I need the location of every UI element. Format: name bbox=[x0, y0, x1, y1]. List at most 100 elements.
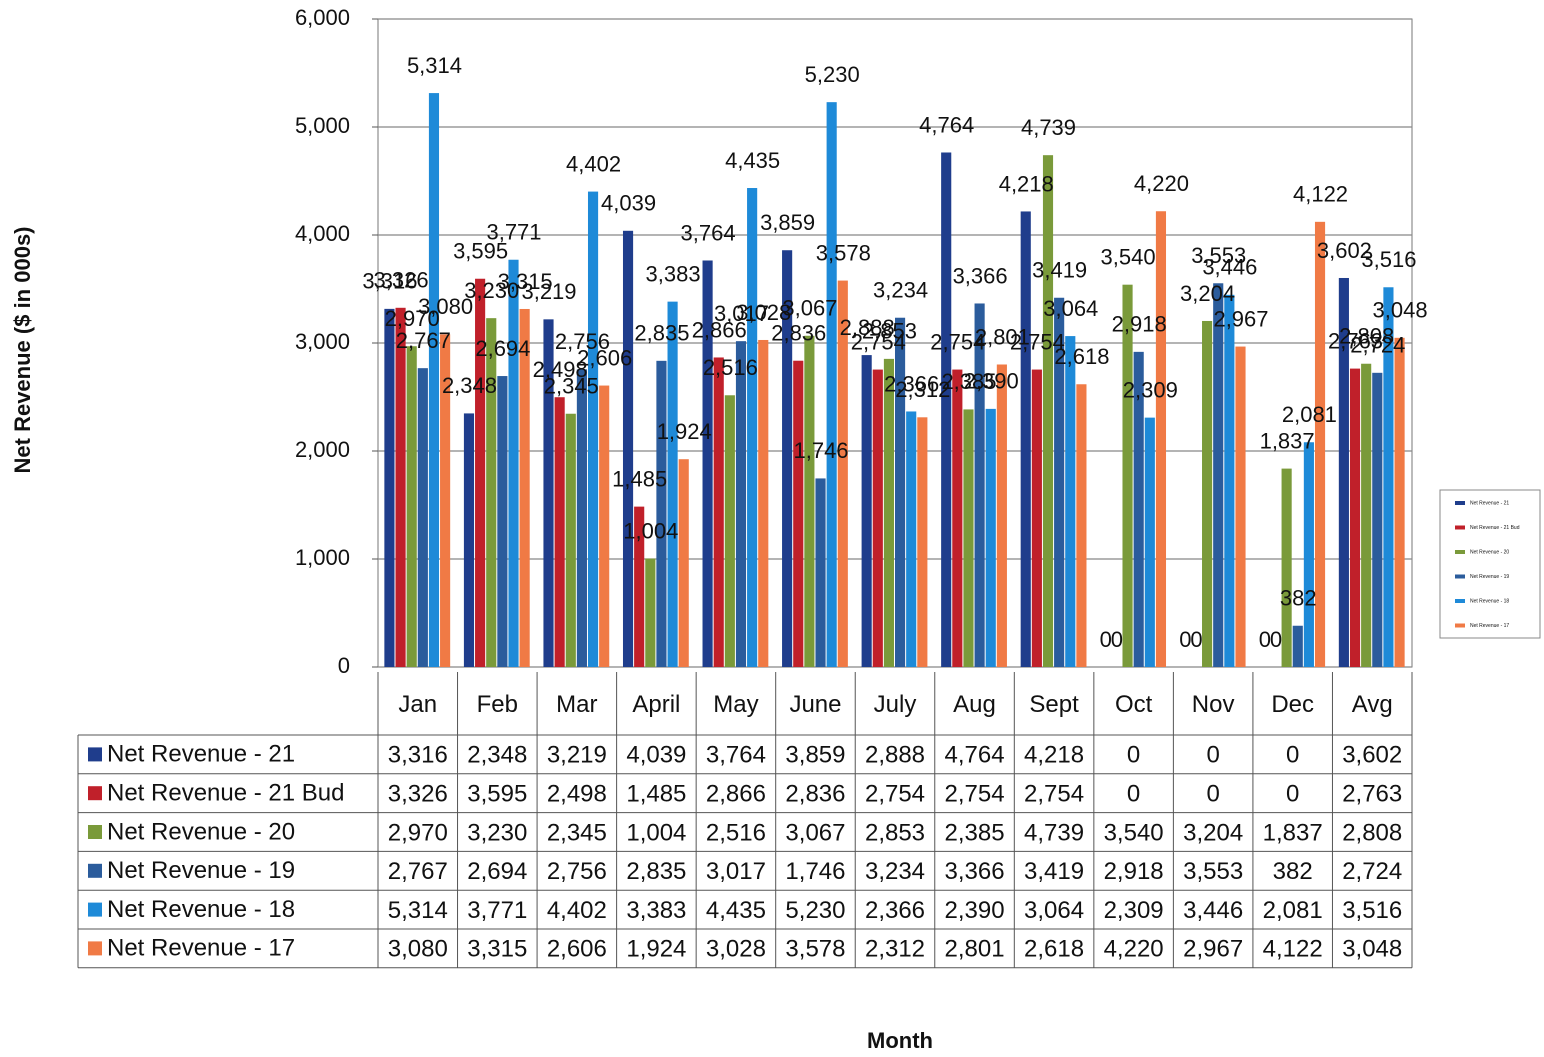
table-cell: 3,064 bbox=[1024, 897, 1084, 924]
table-cell: 2,312 bbox=[865, 936, 925, 963]
table-cell: 3,315 bbox=[467, 936, 527, 963]
data-label: 2,853 bbox=[862, 319, 917, 344]
table-cell: 3,230 bbox=[467, 819, 527, 846]
data-label: 2,801 bbox=[975, 324, 1030, 349]
legend-entry: Net Revenue - 21 bbox=[1470, 500, 1509, 506]
table-cell: 3,326 bbox=[388, 781, 448, 808]
bar bbox=[963, 409, 974, 667]
table-cell: 2,754 bbox=[865, 781, 925, 808]
table-cell: 3,366 bbox=[945, 858, 1005, 885]
table-cell: 3,080 bbox=[388, 936, 448, 963]
data-label: 2,835 bbox=[634, 321, 689, 346]
x-tick-label: Avg bbox=[1352, 691, 1393, 718]
bar bbox=[519, 308, 530, 667]
legend-entry: Net Revenue - 20 bbox=[1470, 549, 1509, 555]
table-cell: 2,918 bbox=[1104, 858, 1164, 885]
legend-entry: Net Revenue - 21 Bud bbox=[1470, 525, 1520, 531]
bar bbox=[463, 413, 475, 667]
bar bbox=[622, 230, 634, 667]
bar bbox=[713, 357, 724, 667]
data-label: 3,315 bbox=[498, 269, 553, 294]
table-cell: 4,435 bbox=[706, 897, 766, 924]
table-cell: 2,853 bbox=[865, 819, 925, 846]
table-cell: 2,348 bbox=[467, 742, 527, 769]
table-cell: 5,230 bbox=[785, 897, 845, 924]
bar bbox=[952, 369, 963, 667]
table-cell: 2,888 bbox=[865, 742, 925, 769]
bar bbox=[861, 355, 872, 667]
bar bbox=[599, 385, 610, 667]
data-label: 0 bbox=[1111, 627, 1123, 652]
y-axis-title: Net Revenue ($ in 000s) bbox=[10, 227, 35, 474]
x-tick-label: July bbox=[874, 691, 917, 718]
bar bbox=[587, 191, 599, 668]
bar bbox=[475, 278, 486, 667]
table-cell: 3,048 bbox=[1342, 936, 1402, 963]
legend-swatch bbox=[88, 747, 102, 762]
bar bbox=[634, 506, 645, 667]
x-tick-label: May bbox=[713, 691, 758, 718]
bar bbox=[883, 358, 894, 667]
bar bbox=[1155, 211, 1167, 668]
bar bbox=[782, 250, 793, 667]
data-label: 2,918 bbox=[1112, 312, 1167, 337]
bar bbox=[1361, 363, 1372, 667]
data-label: 3,067 bbox=[782, 296, 837, 321]
bar bbox=[996, 364, 1007, 667]
table-cell: 3,028 bbox=[706, 936, 766, 963]
data-label: 3,578 bbox=[816, 240, 871, 265]
legend-key bbox=[1455, 623, 1465, 628]
bar bbox=[1303, 442, 1314, 667]
bar bbox=[872, 369, 883, 667]
x-tick-label: April bbox=[632, 691, 680, 718]
bar bbox=[941, 152, 952, 667]
x-tick-label: Aug bbox=[953, 691, 996, 718]
bar bbox=[735, 341, 747, 667]
y-tick-label: 4,000 bbox=[295, 221, 350, 246]
x-tick-label: Oct bbox=[1115, 691, 1153, 718]
data-label: 2,309 bbox=[1123, 377, 1178, 402]
bar bbox=[417, 368, 428, 667]
data-label: 4,435 bbox=[725, 148, 780, 173]
y-tick-label: 5,000 bbox=[295, 113, 350, 138]
data-label: 3,234 bbox=[873, 278, 928, 303]
data-label: 0 bbox=[1270, 627, 1282, 652]
data-label: 3,017 bbox=[714, 301, 769, 326]
bar bbox=[1292, 625, 1303, 667]
data-label: 4,218 bbox=[999, 171, 1054, 196]
bar bbox=[1122, 284, 1133, 667]
bar bbox=[804, 335, 815, 667]
bar bbox=[906, 411, 917, 667]
data-label: 3,219 bbox=[521, 279, 576, 304]
y-tick-label: 3,000 bbox=[295, 329, 350, 354]
x-tick-label: Dec bbox=[1271, 691, 1314, 718]
data-label: 3,540 bbox=[1101, 244, 1156, 269]
bar bbox=[554, 397, 565, 667]
data-label: 2,694 bbox=[475, 336, 530, 361]
table-cell: 2,606 bbox=[547, 936, 607, 963]
bar bbox=[974, 303, 985, 667]
table-cell: 3,764 bbox=[706, 742, 766, 769]
legend-entry: Net Revenue - 18 bbox=[1470, 598, 1509, 604]
data-label: 1,485 bbox=[612, 466, 667, 491]
data-label: 4,122 bbox=[1293, 182, 1348, 207]
table-cell: 0 bbox=[1286, 742, 1299, 769]
data-label: 3,080 bbox=[418, 294, 473, 319]
data-label: 4,039 bbox=[601, 191, 656, 216]
bar bbox=[1349, 368, 1361, 667]
table-cell: 2,724 bbox=[1342, 858, 1402, 885]
data-label: 5,230 bbox=[805, 62, 860, 87]
x-axis-title: Month bbox=[867, 1028, 933, 1053]
data-label: 2,967 bbox=[1213, 306, 1268, 331]
data-label: 0 bbox=[1190, 627, 1202, 652]
bar bbox=[406, 346, 417, 667]
table-cell: 2,967 bbox=[1183, 936, 1243, 963]
data-label: 1,837 bbox=[1260, 428, 1315, 453]
table-cell: 2,835 bbox=[626, 858, 686, 885]
data-label: 3,064 bbox=[1043, 296, 1098, 321]
legend-key bbox=[1455, 525, 1465, 530]
table-cell: 2,309 bbox=[1104, 897, 1164, 924]
legend-entry: Net Revenue - 19 bbox=[1470, 574, 1509, 580]
data-label: 3,326 bbox=[374, 268, 429, 293]
